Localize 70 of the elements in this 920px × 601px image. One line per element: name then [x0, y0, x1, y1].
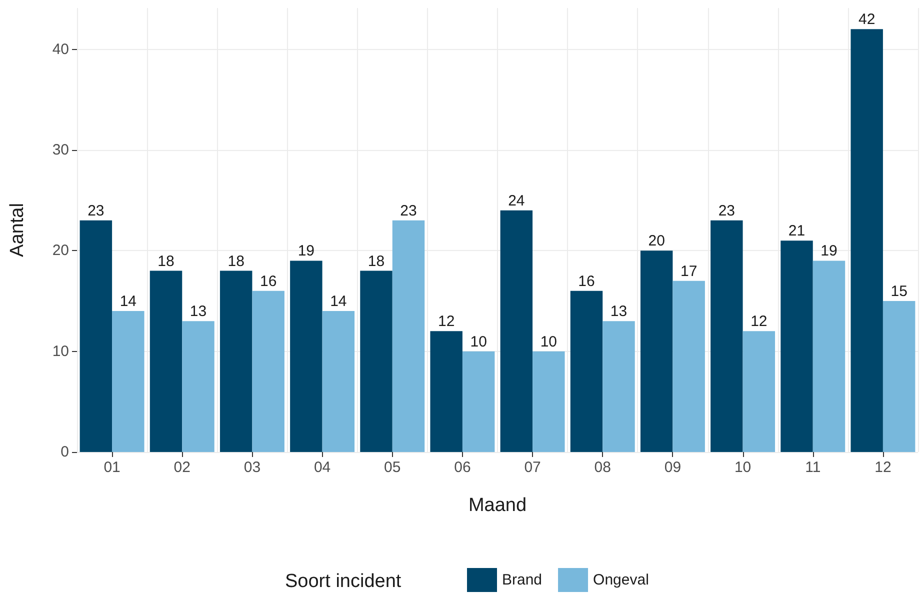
x-tick-label: 01: [104, 459, 120, 476]
bar: [640, 250, 673, 452]
bar: [430, 331, 462, 452]
data-label: 19: [298, 242, 315, 260]
data-label: 13: [610, 303, 628, 320]
data-label: 14: [120, 293, 137, 310]
data-label: 10: [540, 333, 558, 350]
x-axis-title: Maand: [468, 495, 527, 516]
legend-label: Brand: [502, 572, 542, 588]
bar: [570, 290, 603, 452]
y-tick-label: 40: [52, 40, 69, 58]
legend-title: Soort incident: [285, 571, 402, 592]
bar: [252, 290, 284, 452]
data-label: 18: [158, 252, 174, 270]
x-tick-label: 09: [664, 459, 682, 476]
x-tick-label: 11: [805, 459, 821, 476]
data-label: 13: [190, 303, 207, 320]
bar: [112, 311, 144, 452]
data-label: 23: [88, 202, 104, 220]
data-label: 15: [890, 282, 908, 300]
data-label: 20: [648, 232, 665, 250]
data-label: 23: [400, 202, 417, 220]
bar: [742, 331, 776, 452]
bar: [882, 300, 916, 452]
data-label: 10: [470, 333, 487, 350]
x-tick-label: 06: [454, 459, 471, 476]
bar: [710, 220, 743, 452]
data-label: 19: [820, 242, 838, 260]
bar: [392, 220, 425, 452]
x-tick-label: 10: [734, 459, 752, 476]
x-tick-label: 04: [314, 459, 331, 476]
data-label: 24: [508, 192, 525, 210]
data-label: 12: [750, 313, 768, 330]
x-tick-label: 03: [244, 459, 261, 476]
data-label: 16: [260, 272, 277, 290]
x-tick-label: 12: [874, 459, 892, 476]
legend-label: Ongeval: [593, 572, 649, 588]
data-label: 12: [438, 313, 455, 330]
x-tick-label: 07: [524, 459, 541, 476]
y-tick-label: 30: [52, 141, 69, 158]
data-label: 18: [368, 252, 385, 270]
y-tick-label: 20: [52, 242, 69, 260]
bar: [220, 270, 252, 452]
data-label: 17: [680, 262, 698, 280]
bar: [672, 280, 705, 452]
data-label: 16: [578, 272, 595, 290]
bar: [290, 260, 322, 452]
bar: [602, 321, 635, 452]
bar: [780, 240, 813, 452]
bar: [812, 260, 846, 452]
bar: [532, 351, 565, 452]
y-axis-title: Aantal: [7, 203, 28, 257]
data-label: 21: [788, 222, 806, 240]
y-tick-label: 10: [52, 342, 69, 360]
x-tick-label: 05: [384, 459, 401, 476]
y-tick-label: 0: [60, 444, 69, 460]
bar: [80, 220, 112, 452]
bar: [850, 29, 883, 452]
bar: [322, 311, 355, 452]
data-label: 42: [858, 11, 876, 28]
data-label: 14: [330, 293, 347, 310]
x-tick-label: 08: [594, 459, 611, 476]
data-label: 18: [228, 252, 244, 270]
bar: [360, 270, 392, 452]
bar: [182, 321, 214, 452]
bar: [500, 210, 533, 452]
bar: [150, 270, 182, 452]
bar: [462, 351, 495, 452]
data-label: 23: [718, 202, 736, 220]
x-tick-label: 02: [174, 459, 190, 476]
